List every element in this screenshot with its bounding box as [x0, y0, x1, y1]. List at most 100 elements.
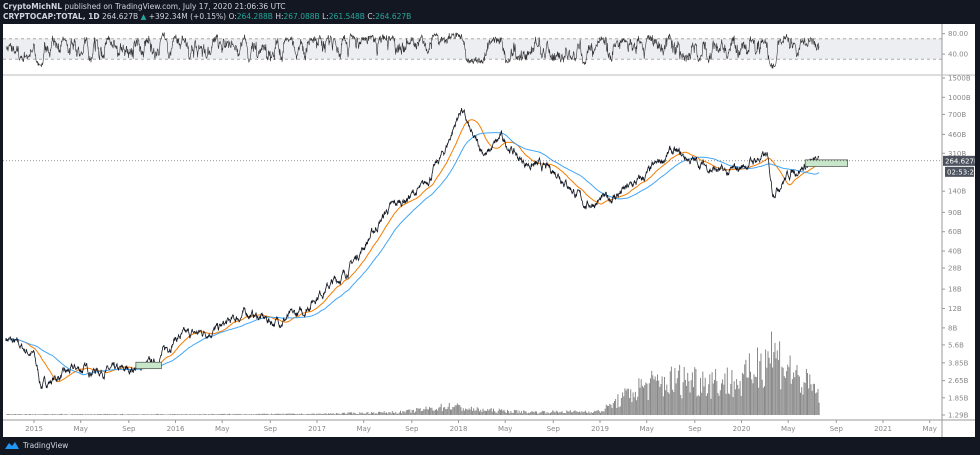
volume-bar	[312, 413, 314, 415]
volume-bar	[721, 383, 722, 415]
volume-bar	[267, 413, 269, 415]
volume-bar	[545, 413, 547, 415]
volume-bar	[531, 411, 533, 415]
price-tick-label: 5.6B	[948, 341, 964, 349]
chart-panel[interactable]: 80.00 40.00 1500B 1000B 700B 460B 310B 140B 90B 6…	[3, 24, 975, 437]
volume-bar	[575, 411, 577, 415]
price-tick-label: 40B	[948, 248, 962, 256]
change: +392.34M (+0.15%)	[148, 12, 227, 21]
volume-bar	[616, 408, 618, 415]
volume-bar	[627, 388, 629, 415]
volume-bar	[252, 414, 254, 415]
volume-bar	[45, 414, 47, 415]
volume-bar	[695, 369, 697, 415]
volume-bar	[755, 377, 757, 415]
time-tick-label: 2021	[874, 425, 892, 433]
volume-bar	[664, 377, 665, 415]
volume-bar	[705, 395, 707, 415]
volume-bar	[51, 414, 53, 415]
volume-bar	[367, 411, 369, 415]
volume-bar	[597, 409, 599, 415]
volume-bar	[288, 413, 290, 415]
volume-bar	[318, 413, 320, 415]
volume-bar	[181, 414, 183, 415]
volume-bar	[804, 383, 806, 415]
volume-bar	[724, 373, 726, 415]
volume-bar	[383, 411, 385, 415]
author[interactable]: CryptoMichNL	[3, 2, 63, 11]
volume-bar	[594, 410, 596, 415]
time-tick-label: May	[639, 425, 653, 433]
volume-bar	[72, 414, 73, 415]
volume-bar	[736, 379, 738, 415]
volume-bar	[90, 414, 92, 415]
volume-bar	[632, 392, 634, 415]
volume-bar	[661, 376, 663, 415]
volume-bar	[758, 387, 760, 415]
volume-bar	[152, 414, 154, 415]
volume-bar	[154, 414, 156, 415]
volume-bar	[140, 414, 142, 415]
volume-bar	[494, 411, 496, 415]
volume-bar	[526, 413, 528, 415]
volume-bar	[510, 411, 512, 415]
volume-bar	[111, 414, 113, 415]
volume-bar	[537, 413, 539, 415]
volume-bar	[743, 374, 745, 415]
volume-bar	[482, 408, 484, 415]
volume-bar	[611, 408, 613, 415]
volume-bar	[299, 414, 301, 415]
volume-bar	[561, 411, 563, 415]
volume-bar	[316, 413, 318, 415]
volume-bar	[459, 405, 461, 415]
volume-bar	[579, 411, 581, 415]
volume-bar	[32, 414, 34, 415]
volume-bar	[714, 380, 715, 415]
footer: TradingView	[4, 440, 68, 450]
volume-bar	[559, 411, 561, 415]
volume-bar	[577, 412, 579, 415]
volume-bar	[703, 386, 705, 415]
volume-bar	[637, 396, 639, 415]
brand-name[interactable]: TradingView	[23, 440, 69, 450]
volume-bar	[515, 410, 517, 415]
volume-bar	[182, 414, 184, 415]
volume-bar	[409, 409, 411, 415]
volume-bar	[195, 414, 197, 415]
volume-bar	[476, 407, 478, 415]
time-tick-label: 2015	[25, 425, 43, 433]
chart-svg[interactable]: 80.00 40.00 1500B 1000B 700B 460B 310B 140B 90B 6…	[3, 24, 975, 437]
volume-bar	[283, 414, 285, 415]
volume-bar	[817, 388, 819, 415]
countdown-tag	[945, 166, 974, 177]
volume-bar	[516, 409, 518, 415]
volume-bar	[405, 410, 407, 415]
volume-bar	[644, 385, 646, 415]
volume-bar	[612, 403, 614, 415]
price-tick-label: 310B	[948, 150, 966, 158]
volume-bar	[639, 387, 641, 415]
volume-bar	[608, 405, 610, 415]
volume-bar	[665, 390, 667, 415]
volume-bar	[630, 389, 632, 415]
last-price: 264.627B	[102, 12, 139, 21]
volume-bar	[815, 393, 817, 415]
volume-bar	[198, 414, 200, 415]
time-tick-label: May	[922, 425, 936, 433]
volume-bar	[141, 414, 143, 415]
volume-bar	[220, 414, 222, 415]
volume-bar	[162, 414, 164, 415]
volume-bar	[547, 412, 549, 415]
volume-bar	[524, 411, 526, 415]
volume-bar	[232, 413, 234, 415]
publish-info: published on TradingView.com, July 17, 2…	[64, 2, 286, 11]
volume-bar	[489, 409, 491, 415]
volume-bar	[731, 370, 733, 415]
volume-bar	[31, 414, 33, 415]
volume-bar	[697, 395, 699, 415]
volume-bar	[750, 371, 751, 415]
volume-bar	[584, 410, 586, 415]
volume-bar	[203, 413, 205, 415]
volume-bar	[305, 414, 307, 415]
volume-bar	[372, 412, 373, 415]
